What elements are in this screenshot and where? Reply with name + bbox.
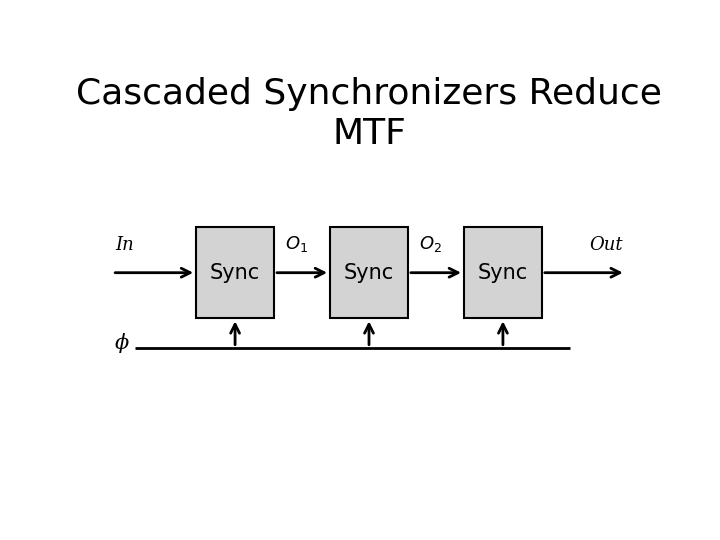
Text: Sync: Sync xyxy=(344,262,394,283)
Bar xyxy=(196,227,274,319)
Bar xyxy=(464,227,542,319)
Text: Cascaded Synchronizers Reduce
MTF: Cascaded Synchronizers Reduce MTF xyxy=(76,77,662,151)
Text: Out: Out xyxy=(589,236,623,254)
Text: $O_2$: $O_2$ xyxy=(419,234,442,254)
Text: ϕ: ϕ xyxy=(114,333,129,353)
Text: $O_1$: $O_1$ xyxy=(285,234,308,254)
Text: In: In xyxy=(115,236,134,254)
Text: Sync: Sync xyxy=(210,262,260,283)
Bar xyxy=(330,227,408,319)
Text: Sync: Sync xyxy=(478,262,528,283)
